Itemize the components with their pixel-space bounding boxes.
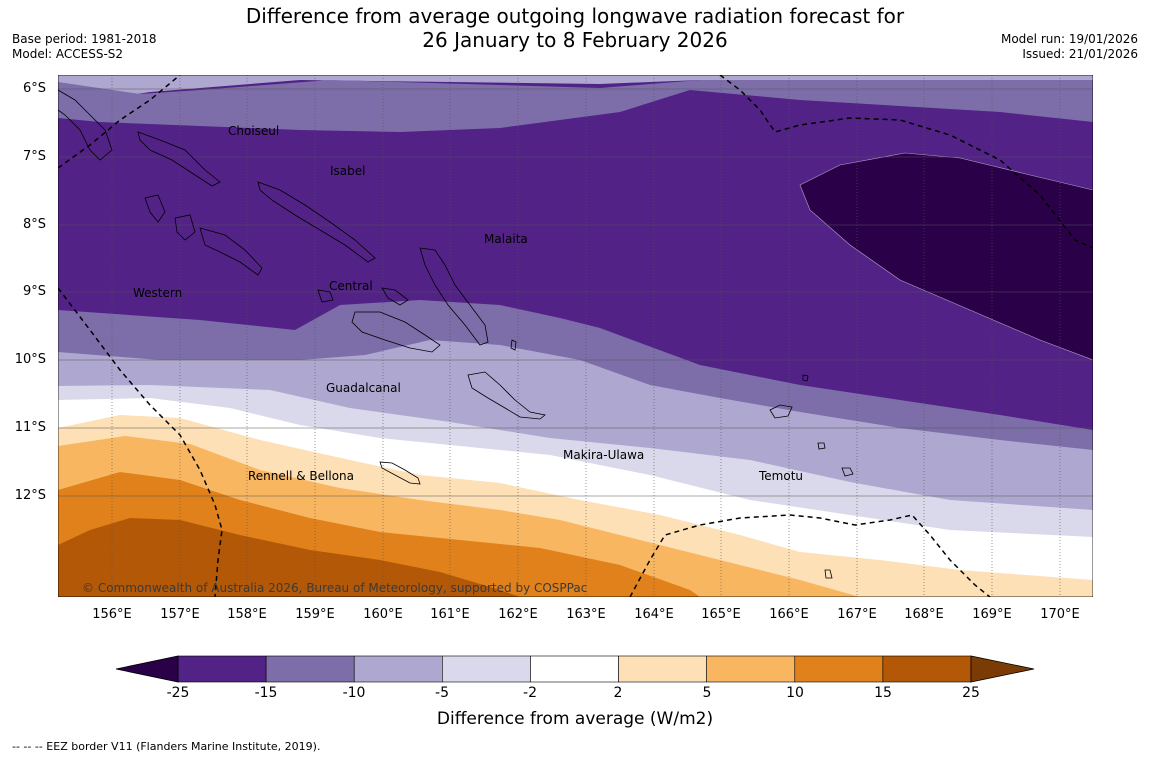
model-run: Model run: 19/01/2026 — [1000, 32, 1138, 46]
lon-label-158e: 158°E — [227, 607, 267, 622]
colorbar-tick-2: 2 — [613, 685, 623, 701]
title-line-2: 26 January to 8 February 2026 — [422, 28, 728, 52]
lon-label-157e: 157°E — [160, 607, 200, 622]
band-plus-15 — [58, 518, 520, 597]
colorbar-tick-25: 25 — [962, 685, 980, 701]
colorbar-tick-minus10: -10 — [342, 685, 366, 701]
colorbar-title: Difference from average (W/m2) — [436, 709, 714, 729]
small-islet-3 — [802, 374, 809, 382]
label-temotu: Temotu — [759, 469, 804, 483]
model-name: Model: ACCESS-S2 — [12, 47, 124, 61]
latitude-lines — [58, 88, 1093, 497]
vella-lavella — [144, 194, 166, 223]
colorbar-segment-0 — [177, 655, 267, 683]
graticule — [111, 75, 1061, 597]
utupua-island — [817, 442, 826, 450]
eez-borders — [58, 75, 1093, 597]
label-isabel: Isabel — [330, 164, 366, 178]
colorbar-segment-4 — [530, 655, 619, 683]
small-islet-2 — [510, 339, 517, 351]
lat-label-8s: 8°S — [22, 217, 46, 232]
makira-island — [467, 371, 546, 420]
band-minus-25 — [800, 153, 1093, 360]
label-guadalcanal: Guadalcanal — [326, 381, 401, 395]
lat-label-12s: 12°S — [14, 488, 46, 503]
colorbar-tick-minus2: -2 — [523, 685, 537, 701]
lon-label-167e: 167°E — [837, 607, 877, 622]
label-malaita: Malaita — [484, 232, 528, 246]
label-rennell-bellona: Rennell & Bellona — [248, 469, 355, 483]
label-choiseul: Choiseul — [228, 124, 280, 138]
colorbar-tick-10: 10 — [786, 685, 804, 701]
coastlines — [58, 89, 854, 579]
label-central: Central — [329, 279, 373, 293]
lon-label-169e: 169°E — [972, 607, 1012, 622]
lon-label-161e: 161°E — [430, 607, 470, 622]
colorbar-segment-1 — [265, 655, 355, 683]
band-top-light — [58, 75, 1093, 100]
meta-right: Model run: 19/01/2026 Issued: 21/01/2026 — [1001, 32, 1138, 62]
colorbar-segment-8 — [882, 655, 972, 683]
choiseul-island — [137, 131, 221, 187]
rennell-island — [379, 461, 421, 485]
isabel-island — [257, 181, 376, 263]
colorbar-segment-6 — [706, 655, 796, 683]
lon-label-170e: 170°E — [1040, 607, 1080, 622]
colorbar-segment-2 — [353, 655, 443, 683]
lon-label-156e: 156°E — [92, 607, 132, 622]
lon-label-163e: 163°E — [566, 607, 606, 622]
lon-label-165e: 165°E — [701, 607, 741, 622]
olr-anomaly-map — [58, 75, 1093, 597]
colorbar-segment-3 — [442, 655, 531, 683]
colorbar-tick-5: 5 — [702, 685, 712, 701]
band-top-mid — [58, 80, 1093, 132]
meta-left: Base period: 1981-2018 Model: ACCESS-S2 — [12, 32, 157, 62]
lon-label-159e: 159°E — [295, 607, 335, 622]
guadalcanal-island — [351, 311, 441, 353]
title-line-1: Difference from average outgoing longwav… — [245, 4, 905, 28]
colorbar-tick-minus25: -25 — [166, 685, 190, 701]
colorbar-segment-5 — [618, 655, 707, 683]
savo-island — [381, 287, 409, 306]
label-makira-ulawa: Makira-Ulawa — [563, 448, 645, 462]
lon-label-160e: 160°E — [363, 607, 403, 622]
small-islet-1 — [824, 569, 833, 579]
lat-label-10s: 10°S — [14, 352, 46, 367]
colorbar-tick-minus15: -15 — [254, 685, 278, 701]
vanikoro-island — [841, 467, 854, 477]
new-georgia-2 — [199, 227, 263, 276]
lat-label-9s: 9°S — [22, 284, 46, 299]
eez-legend: -- -- -- EEZ border V11 (Flanders Marine… — [12, 740, 321, 753]
colorbar-tick-15: 15 — [874, 685, 892, 701]
lat-label-11s: 11°S — [14, 420, 46, 435]
malaita-island — [419, 247, 489, 346]
lat-label-6s: 6°S — [22, 81, 46, 96]
santa-cruz-island — [769, 404, 793, 419]
colorbar-high-arrow — [970, 655, 1035, 683]
lon-label-164e: 164°E — [634, 607, 674, 622]
lat-label-7s: 7°S — [22, 149, 46, 164]
colorbar-tick-minus5: -5 — [435, 685, 449, 701]
colorbar-low-arrow — [115, 655, 179, 683]
base-period: Base period: 1981-2018 — [12, 32, 157, 46]
copyright-notice: © Commonwealth of Australia 2026, Bureau… — [82, 581, 588, 595]
new-georgia — [174, 214, 196, 241]
colorbar-segment-7 — [794, 655, 884, 683]
colorbar — [115, 655, 1035, 683]
label-western: Western — [133, 286, 183, 300]
lon-label-168e: 168°E — [904, 607, 944, 622]
map-title: Difference from average outgoing longwav… — [0, 4, 1150, 52]
florida-islands — [317, 289, 334, 303]
issued-date: Issued: 21/01/2026 — [1022, 47, 1138, 61]
lon-label-162e: 162°E — [498, 607, 538, 622]
lon-label-166e: 166°E — [769, 607, 809, 622]
bougainville-coast — [58, 89, 113, 161]
